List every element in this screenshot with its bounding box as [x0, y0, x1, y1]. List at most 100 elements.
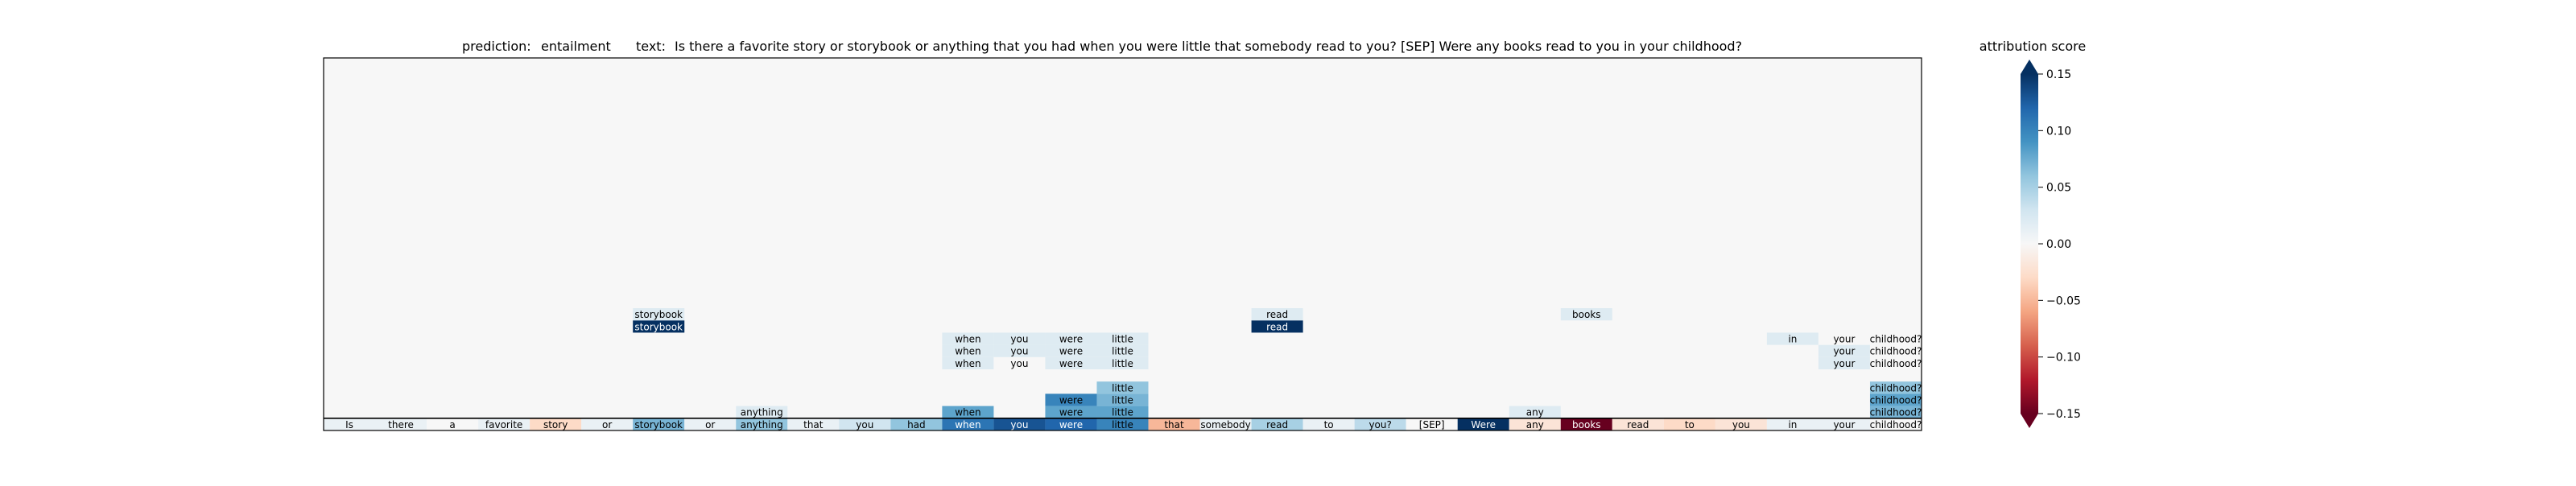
attr-cell-rect	[633, 320, 685, 333]
token-cell-label: or	[602, 419, 612, 430]
attr-cell-rect	[1251, 308, 1303, 321]
token-cell-rect	[1869, 418, 1922, 430]
token-cell-rect	[684, 418, 737, 430]
colorbar-tick-label: −0.05	[2046, 294, 2081, 307]
attr-cell-label: your	[1833, 346, 1855, 357]
attr-cell-label: were	[1059, 358, 1083, 369]
attr-cell-rect	[1818, 344, 1870, 357]
attr-cell-label: little	[1112, 334, 1133, 345]
attr-cell-rect	[1096, 406, 1149, 418]
token-cell-rect	[1612, 418, 1664, 430]
token-cell-rect	[633, 418, 685, 430]
token-cell-label: had	[907, 419, 926, 430]
text-value: Is there a favorite story or storybook o…	[675, 39, 1742, 54]
attr-cell-rect	[1818, 332, 1870, 345]
attr-cell-rect	[1818, 356, 1870, 369]
attr-cell-rect	[1096, 393, 1149, 406]
attr-cell-rect	[1869, 356, 1922, 369]
token-cell-label: Were	[1471, 419, 1496, 430]
attr-cell-rect	[1869, 344, 1922, 357]
attr-cell-label: childhood?	[1870, 407, 1922, 418]
attr-cell-rect	[1045, 356, 1097, 369]
prediction-label: prediction:	[462, 39, 531, 54]
attr-cell-label: when	[955, 334, 980, 345]
attr-cell-label: little	[1112, 346, 1133, 357]
attr-cell-label: childhood?	[1870, 334, 1922, 345]
attr-cell-label: in	[1788, 334, 1797, 345]
token-cell-rect	[427, 418, 479, 430]
token-cell-label: that	[803, 419, 824, 430]
token-cell-label: were	[1059, 419, 1083, 430]
plot-frame	[323, 57, 1922, 431]
colorbar-title: attribution score	[1979, 39, 2086, 54]
attr-cell-rect	[633, 308, 685, 321]
attr-cell-label: when	[955, 407, 980, 418]
attr-cell-rect	[1045, 393, 1097, 406]
attr-cell-rect	[1251, 320, 1303, 333]
text-label: text:	[636, 39, 666, 54]
token-cell-rect	[890, 418, 943, 430]
attr-cell-label: any	[1526, 407, 1544, 418]
attr-cell-label: you	[1010, 358, 1028, 369]
token-cell-rect	[736, 418, 788, 430]
token-cell-label: you	[856, 419, 873, 430]
attr-cell-label: little	[1112, 358, 1133, 369]
attr-cell-label: were	[1059, 346, 1083, 357]
attr-cell-rect	[1045, 332, 1097, 345]
token-cell-label: you	[1732, 419, 1750, 430]
attr-cell-label: when	[955, 346, 980, 357]
token-cell-rect	[1457, 418, 1509, 430]
token-cell-label: any	[1526, 419, 1544, 430]
token-cell-rect	[942, 418, 994, 430]
attr-cell-rect	[993, 344, 1046, 357]
heatmap-plot: Is there a favorite story or storybook or anythi…	[323, 57, 1922, 431]
attr-cell-rect	[942, 406, 994, 418]
attr-cell-label: read	[1266, 309, 1288, 320]
token-cell-label: a	[449, 419, 455, 430]
token-cell-label: your	[1833, 419, 1855, 430]
attr-cell-label: anything	[741, 407, 783, 418]
attr-cell-label: little	[1112, 407, 1133, 418]
colorbar-extend-max	[2021, 60, 2038, 74]
attr-cell-label: childhood?	[1870, 346, 1922, 357]
token-cell-rect	[1663, 418, 1715, 430]
token-cell-rect	[581, 418, 634, 430]
token-cell-rect	[1096, 418, 1149, 430]
token-cell-label: or	[705, 419, 715, 430]
colorbar-extend-min	[2021, 414, 2038, 428]
attr-cell-rect	[1096, 332, 1149, 345]
token-cell-label: story	[543, 419, 568, 430]
token-cell-rect	[1818, 418, 1870, 430]
token-cell-rect	[1251, 418, 1303, 430]
attr-cell-rect	[993, 332, 1046, 345]
token-cell-label: to	[1685, 419, 1695, 430]
attr-cell-label: childhood?	[1870, 395, 1922, 406]
token-cell-rect	[375, 418, 427, 430]
attr-cell-label: storybook	[634, 321, 683, 332]
heatmap-background	[324, 58, 1922, 430]
token-cell-label: that	[1164, 419, 1184, 430]
attr-cell-rect	[1096, 381, 1149, 394]
prediction-value: entailment	[541, 39, 611, 54]
attr-cell-rect	[1766, 332, 1818, 345]
figure-header: prediction: entailment text: Is there a …	[462, 39, 1742, 54]
token-cell-rect	[478, 418, 530, 430]
attr-cell-label: you	[1010, 334, 1028, 345]
token-cell-label: storybook	[634, 419, 683, 430]
attr-cell-label: read	[1266, 321, 1288, 332]
colorbar-tick-label: 0.00	[2046, 238, 2071, 251]
token-cell-rect	[530, 418, 582, 430]
token-cell-rect	[1199, 418, 1252, 430]
attr-cell-rect	[942, 344, 994, 357]
colorbar-tick-label: 0.15	[2046, 68, 2071, 81]
attr-cell-label: childhood?	[1870, 358, 1922, 369]
attr-cell-label: were	[1059, 395, 1083, 406]
attr-cell-label: when	[955, 358, 980, 369]
token-cell-label: when	[955, 419, 980, 430]
attr-cell-label: childhood?	[1870, 382, 1922, 393]
attr-cell-label: little	[1112, 395, 1133, 406]
attr-cell-label: your	[1833, 334, 1855, 345]
attr-cell-rect	[1045, 344, 1097, 357]
